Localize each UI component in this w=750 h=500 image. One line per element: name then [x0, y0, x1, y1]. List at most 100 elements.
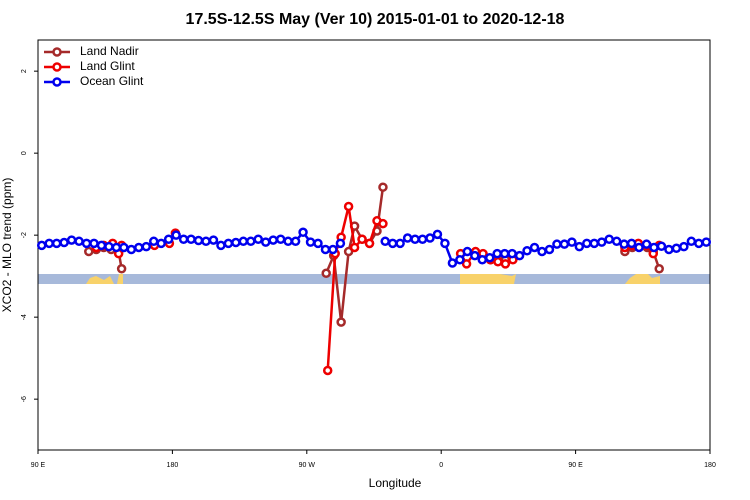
data-point [283, 236, 293, 247]
x-tick-label: 90 W [299, 462, 316, 469]
data-point [66, 235, 77, 245]
data-point [634, 242, 644, 253]
y-axis-label: XCO2 - MLO trend (ppm) [0, 178, 14, 313]
data-point [493, 257, 503, 267]
legend-label: Land Glint [80, 59, 135, 73]
data-point [84, 246, 94, 257]
data-point [477, 255, 488, 265]
land-patch [460, 274, 516, 284]
data-point [223, 238, 234, 249]
data-point [357, 234, 367, 245]
data-point [492, 248, 502, 259]
data-point [484, 252, 495, 263]
data-point [664, 244, 674, 255]
data-point [201, 236, 211, 247]
data-point [231, 237, 241, 248]
data-point [514, 250, 525, 261]
surface-band [38, 274, 710, 284]
data-point [582, 238, 592, 249]
data-point [611, 236, 622, 247]
data-point [44, 238, 54, 249]
data-point [537, 246, 547, 257]
chart-title: 17.5S-12.5S May (Ver 10) 2015-01-01 to 2… [186, 11, 565, 28]
data-point [395, 238, 405, 249]
x-axis-label: Longitude [369, 476, 422, 490]
data-point [163, 234, 174, 245]
data-point [455, 255, 465, 265]
data-point [208, 235, 219, 245]
data-point [686, 236, 697, 247]
legend-label: Land Nadir [80, 44, 139, 58]
data-point [171, 230, 181, 240]
data-point [364, 238, 375, 249]
data-point [134, 242, 144, 253]
data-point [596, 237, 607, 247]
y-tick-label: -6 [21, 396, 28, 402]
data-point [321, 268, 331, 279]
data-point [378, 218, 388, 229]
data-point [141, 241, 152, 252]
data-point [186, 234, 196, 245]
y-tick-label: -4 [21, 314, 28, 320]
data-point [522, 245, 532, 256]
data-point [126, 244, 137, 255]
data-point [111, 242, 122, 253]
data-point [641, 239, 652, 249]
data-point [544, 244, 555, 255]
data-point [461, 259, 472, 269]
x-tick-label: 90 E [31, 462, 46, 469]
data-point [589, 238, 600, 249]
y-tick-label: -2 [21, 232, 28, 238]
data-point [336, 317, 346, 327]
y-tick-label: 0 [21, 151, 28, 155]
data-point [116, 264, 127, 274]
data-point [343, 246, 354, 257]
series-line [88, 187, 661, 323]
data-point [671, 243, 682, 254]
data-point [193, 235, 204, 246]
x-tick-label: 0 [439, 462, 443, 469]
data-point [96, 240, 107, 251]
legend-marker [52, 62, 62, 72]
data-point [470, 250, 480, 261]
data-point [216, 240, 226, 251]
data-point [328, 244, 338, 255]
data-point [253, 234, 264, 245]
data-point [654, 264, 664, 274]
data-point [81, 238, 92, 249]
data-point [313, 238, 323, 249]
data-point [260, 237, 271, 247]
data-point [529, 242, 540, 253]
land-patch [86, 274, 123, 284]
data-point [89, 238, 99, 249]
data-point [178, 234, 189, 245]
data-point [387, 238, 398, 249]
data-point [447, 258, 458, 268]
data-point [619, 239, 629, 249]
data-point [322, 365, 333, 376]
ocean-band [38, 274, 710, 284]
data-point [246, 236, 256, 247]
data-point [462, 246, 473, 257]
data-point [59, 237, 69, 248]
data-point [275, 234, 286, 245]
data-point [349, 242, 360, 253]
data-point [305, 237, 316, 247]
data-point [552, 239, 562, 249]
legend-marker [52, 47, 62, 57]
data-point [119, 242, 129, 253]
data-point [410, 234, 420, 245]
data-point [268, 235, 278, 245]
data-point [425, 233, 435, 243]
data-point [36, 240, 47, 251]
legend-label: Ocean Glint [80, 74, 144, 88]
data-point [378, 182, 388, 192]
data-point [701, 237, 712, 247]
data-point [626, 238, 637, 249]
data-point [574, 241, 585, 252]
data-point [694, 238, 704, 249]
data-point [440, 238, 450, 249]
data-point [559, 239, 570, 249]
data-point [74, 236, 84, 247]
